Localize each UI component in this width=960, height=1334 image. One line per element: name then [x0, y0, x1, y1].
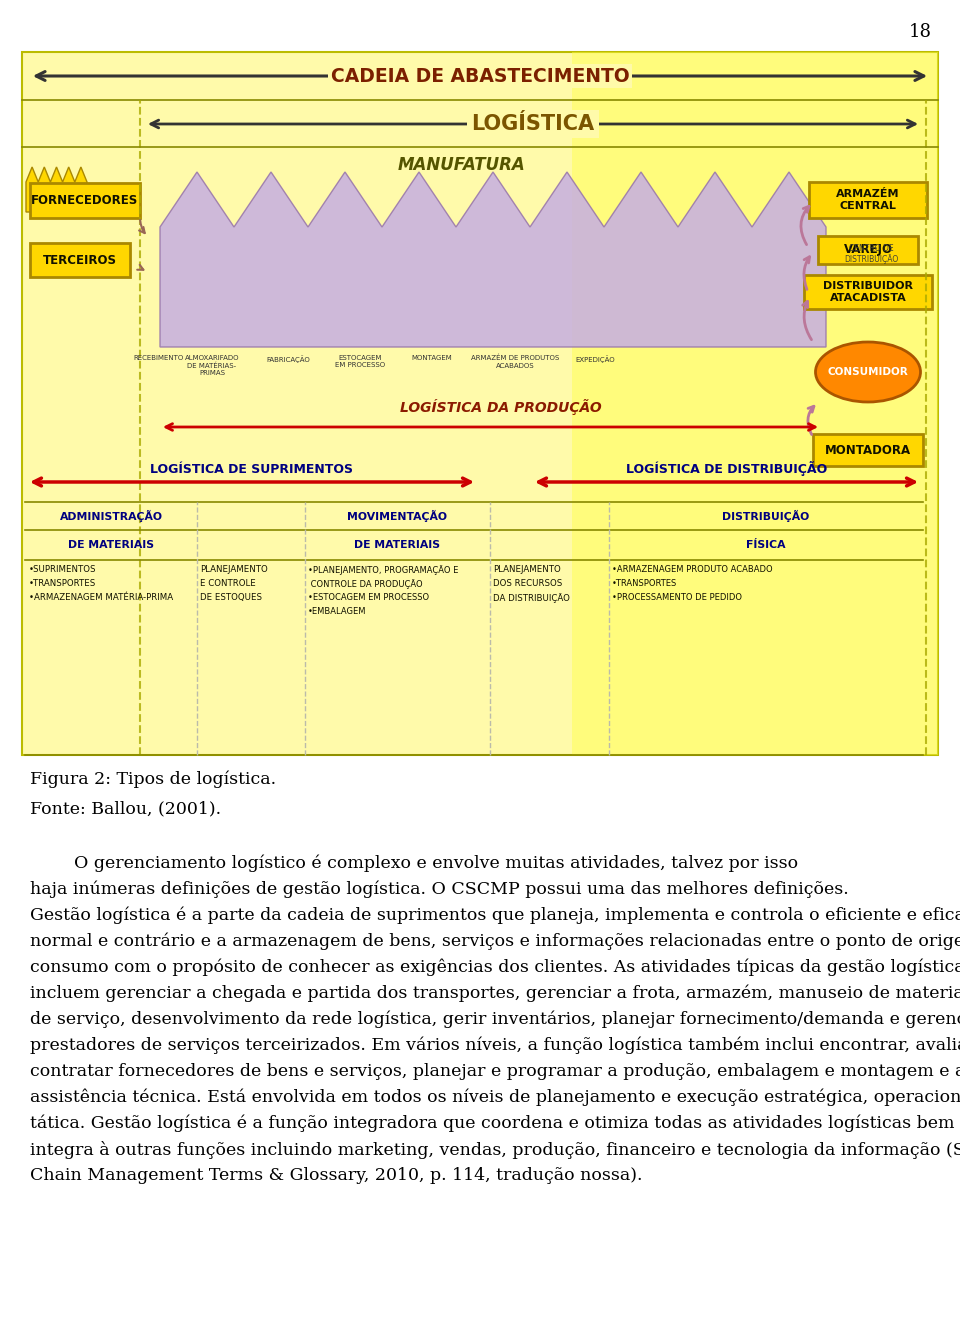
Text: MONTAGEM: MONTAGEM — [412, 355, 452, 362]
Text: FORNECEDORES: FORNECEDORES — [32, 193, 138, 207]
Text: DISTRIBUIDOR
ATACADISTA: DISTRIBUIDOR ATACADISTA — [823, 281, 913, 303]
Text: contratar fornecedores de bens e serviços, planejar e programar a produção, emba: contratar fornecedores de bens e serviço… — [30, 1063, 960, 1081]
Text: •ESTOCAGEM EM PROCESSO: •ESTOCAGEM EM PROCESSO — [308, 594, 429, 602]
Text: assistência técnica. Está envolvida em todos os níveis de planejamento e execuçã: assistência técnica. Está envolvida em t… — [30, 1089, 960, 1106]
Text: DISTRIBUIÇÃO: DISTRIBUIÇÃO — [722, 510, 809, 522]
Text: •ARMAZENAGEM PRODUTO ACABADO: •ARMAZENAGEM PRODUTO ACABADO — [612, 566, 773, 574]
Text: normal e contrário e a armazenagem de bens, serviços e informações relacionadas : normal e contrário e a armazenagem de be… — [30, 932, 960, 951]
Text: FÍSICA: FÍSICA — [746, 540, 785, 550]
Text: haja inúmeras definições de gestão logística. O CSCMP possui uma das melhores de: haja inúmeras definições de gestão logís… — [30, 880, 849, 899]
FancyBboxPatch shape — [813, 434, 923, 466]
Ellipse shape — [815, 342, 921, 402]
FancyBboxPatch shape — [818, 236, 918, 264]
Text: consumo com o propósito de conhecer as exigências dos clientes. As atividades tí: consumo com o propósito de conhecer as e… — [30, 959, 960, 976]
Text: LOGÍSTICA DE SUPRIMENTOS: LOGÍSTICA DE SUPRIMENTOS — [151, 463, 353, 476]
Text: RECEBIMENTO: RECEBIMENTO — [132, 355, 183, 362]
Text: ARMAZÉM DE PRODUTOS
ACABADOS: ARMAZÉM DE PRODUTOS ACABADOS — [470, 355, 559, 368]
Text: DE MATERIAIS: DE MATERIAIS — [354, 540, 441, 550]
Text: •EMBALAGEM: •EMBALAGEM — [308, 607, 367, 616]
Text: 18: 18 — [909, 23, 932, 41]
Bar — [571, 52, 938, 755]
FancyBboxPatch shape — [809, 181, 927, 217]
Text: EXPEDIÇÃO: EXPEDIÇÃO — [575, 355, 614, 363]
FancyBboxPatch shape — [30, 243, 130, 277]
Text: •PROCESSAMENTO DE PEDIDO: •PROCESSAMENTO DE PEDIDO — [612, 594, 742, 602]
Text: VAREJO: VAREJO — [844, 244, 893, 256]
Text: de serviço, desenvolvimento da rede logística, gerir inventários, planejar forne: de serviço, desenvolvimento da rede logí… — [30, 1011, 960, 1029]
Text: O gerenciamento logístico é complexo e envolve muitas atividades, talvez por iss: O gerenciamento logístico é complexo e e… — [30, 855, 798, 872]
Text: DA DISTRIBUIÇÃO: DA DISTRIBUIÇÃO — [493, 594, 570, 603]
Text: •TRANSPORTES: •TRANSPORTES — [612, 579, 677, 588]
Text: ALMOXARIFADO
DE MATÉRIAS-
PRIMAS: ALMOXARIFADO DE MATÉRIAS- PRIMAS — [184, 355, 239, 376]
Text: CENTRO DE
DISTRIBUIÇÃO: CENTRO DE DISTRIBUIÇÃO — [844, 244, 899, 264]
Text: DE MATERIAIS: DE MATERIAIS — [68, 540, 154, 550]
Text: ADMINISTRAÇÃO: ADMINISTRAÇÃO — [60, 510, 162, 522]
Text: DE ESTOQUES: DE ESTOQUES — [200, 594, 262, 602]
Text: TERCEIROS: TERCEIROS — [43, 253, 117, 267]
Text: MANUFATURA: MANUFATURA — [397, 156, 525, 173]
Text: LOGÍSTICA DA PRODUÇÃO: LOGÍSTICA DA PRODUÇÃO — [399, 399, 601, 415]
Text: •ARMAZENAGEM MATÉRIA-PRIMA: •ARMAZENAGEM MATÉRIA-PRIMA — [29, 594, 173, 602]
Text: DOS RECURSOS: DOS RECURSOS — [493, 579, 563, 588]
Text: Figura 2: Tipos de logística.: Figura 2: Tipos de logística. — [30, 770, 276, 787]
Text: LOGÍSTICA: LOGÍSTICA — [471, 113, 594, 133]
Text: PLANEJAMENTO: PLANEJAMENTO — [493, 566, 561, 574]
Polygon shape — [26, 167, 87, 212]
FancyBboxPatch shape — [804, 275, 932, 309]
Text: incluem gerenciar a chegada e partida dos transportes, gerenciar a frota, armazé: incluem gerenciar a chegada e partida do… — [30, 984, 960, 1002]
Text: •SUPRIMENTOS: •SUPRIMENTOS — [29, 566, 97, 574]
Text: MONTADORA: MONTADORA — [825, 443, 911, 456]
Polygon shape — [160, 172, 826, 347]
Text: CONTROLE DA PRODUÇÃO: CONTROLE DA PRODUÇÃO — [308, 579, 422, 588]
Text: Chain Management Terms & Glossary, 2010, p. 114, tradução nossa).: Chain Management Terms & Glossary, 2010,… — [30, 1167, 642, 1185]
Text: Gestão logística é a parte da cadeia de suprimentos que planeja, implementa e co: Gestão logística é a parte da cadeia de … — [30, 907, 960, 924]
Text: tática. Gestão logística é a função integradora que coordena e otimiza todas as : tática. Gestão logística é a função inte… — [30, 1115, 960, 1133]
Text: CONSUMIDOR: CONSUMIDOR — [828, 367, 908, 378]
Text: ESTOCAGEM
EM PROCESSO: ESTOCAGEM EM PROCESSO — [335, 355, 385, 368]
Text: E CONTROLE: E CONTROLE — [200, 579, 255, 588]
Text: MOVIMENTAÇÃO: MOVIMENTAÇÃO — [348, 510, 447, 522]
Text: integra à outras funções incluindo marketing, vendas, produção, financeiro e tec: integra à outras funções incluindo marke… — [30, 1141, 960, 1159]
Bar — [22, 52, 938, 755]
Text: •TRANSPORTES: •TRANSPORTES — [29, 579, 96, 588]
Text: CADEIA DE ABASTECIMENTO: CADEIA DE ABASTECIMENTO — [330, 67, 630, 85]
Text: •PLANEJAMENTO, PROGRAMAÇÃO E: •PLANEJAMENTO, PROGRAMAÇÃO E — [308, 566, 458, 575]
Text: Fonte: Ballou, (2001).: Fonte: Ballou, (2001). — [30, 800, 221, 816]
Text: prestadores de serviços terceirizados. Em vários níveis, a função logística tamb: prestadores de serviços terceirizados. E… — [30, 1037, 960, 1054]
Text: LOGÍSTICA DE DISTRIBUIÇÃO: LOGÍSTICA DE DISTRIBUIÇÃO — [626, 462, 828, 476]
Text: FABRICAÇÃO: FABRICAÇÃO — [266, 355, 310, 363]
Text: PLANEJAMENTO: PLANEJAMENTO — [200, 566, 268, 574]
FancyBboxPatch shape — [30, 183, 140, 217]
Text: ARMAZÉM
CENTRAL: ARMAZÉM CENTRAL — [836, 189, 900, 211]
